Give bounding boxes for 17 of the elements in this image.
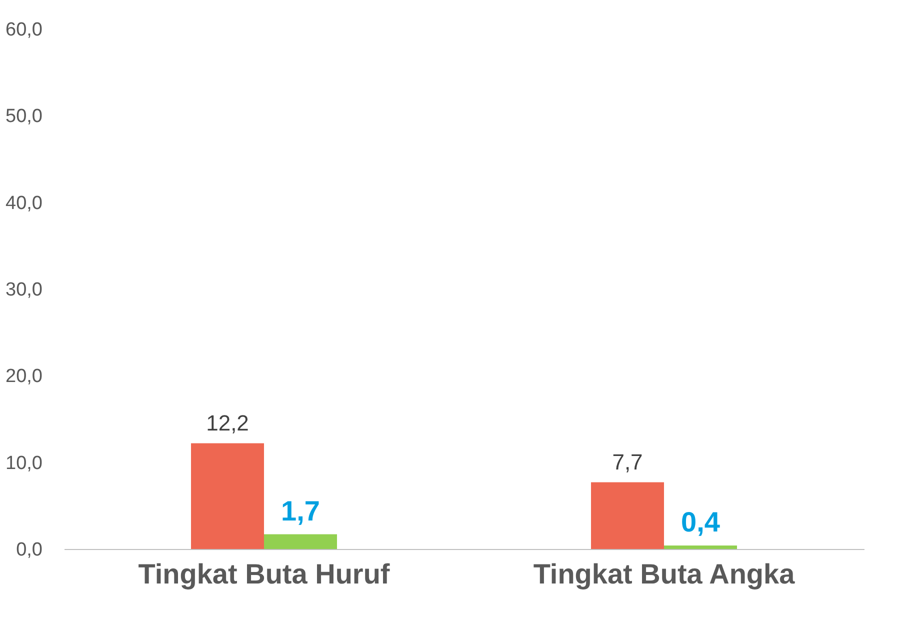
y-tick-label: 20,0 <box>6 366 42 388</box>
x-tick-label: Tingkat Buta Huruf <box>138 558 390 590</box>
bar <box>664 546 737 549</box>
y-tick-label: 30,0 <box>6 280 42 300</box>
data-label: 0,4 <box>681 506 720 538</box>
y-tick-label: 10,0 <box>6 452 42 474</box>
bar <box>264 534 337 549</box>
bar <box>191 443 264 549</box>
y-tick-label: 40,0 <box>6 192 42 214</box>
data-label: 1,7 <box>281 495 320 526</box>
data-label: 7,7 <box>612 449 643 474</box>
data-label: 12,2 <box>206 410 249 436</box>
y-tick-label: 0,0 <box>16 540 42 560</box>
x-tick-label: Tingkat Buta Angka <box>533 558 796 590</box>
y-tick-label: 60,0 <box>6 20 42 40</box>
y-tick-label: 50,0 <box>6 106 42 128</box>
bar <box>591 482 664 549</box>
